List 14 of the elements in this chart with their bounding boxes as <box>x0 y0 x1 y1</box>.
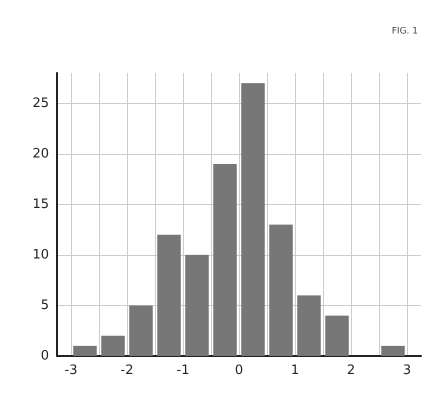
chart-title: FIG. 1 <box>392 26 418 36</box>
x-tick-label: 1 <box>290 363 300 378</box>
y-tick-label: 25 <box>32 96 49 111</box>
x-tick-label: 3 <box>402 363 412 378</box>
y-tick-label: 10 <box>32 247 49 262</box>
y-tick-label: 15 <box>32 196 49 212</box>
x-tick-label: 2 <box>346 363 356 378</box>
y-tick-label: 0 <box>40 348 49 364</box>
y-tick-label: 5 <box>40 298 49 313</box>
x-tick-label: 0 <box>234 363 244 378</box>
x-tick-label: -2 <box>120 363 134 378</box>
y-tick-label: 20 <box>32 146 49 162</box>
x-tick-label: -3 <box>64 363 78 378</box>
x-tick-label: -1 <box>176 363 190 378</box>
